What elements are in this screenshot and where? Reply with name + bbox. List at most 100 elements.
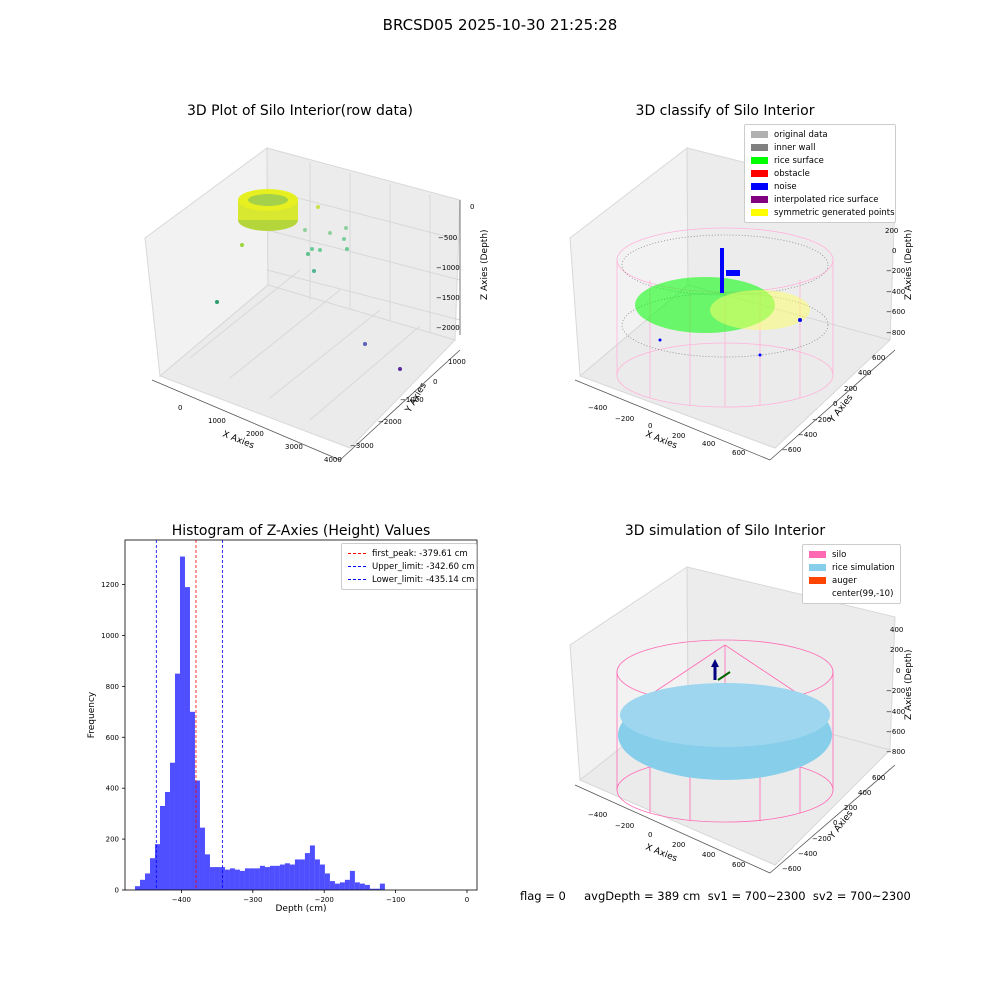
histogram-bar (304, 853, 310, 890)
histogram-bar (334, 883, 340, 890)
legend-label: rice simulation (832, 562, 895, 573)
histogram-bar (289, 864, 295, 890)
p1-xtick: 3000 (285, 443, 303, 451)
histogram-bar (214, 867, 220, 890)
histogram-bar (314, 859, 320, 890)
legend-swatch (809, 551, 826, 558)
legend-item: first_peak: -379.61 cm (348, 547, 470, 560)
p1-ytick: −3000 (350, 442, 374, 450)
p2-ytick: −400 (798, 431, 817, 439)
legend-swatch (751, 209, 768, 216)
histogram-bar (344, 879, 350, 890)
legend-item: symmetric generated points (751, 206, 895, 219)
p2-zlabel: Z Axies (Depth) (904, 229, 914, 300)
p2-ytick: 0 (833, 400, 837, 408)
p2-ztick: −200 (886, 267, 905, 275)
panel1-3d-plot: 0 1000 2000 3000 4000 1000 0 −1000 −2000… (144, 147, 490, 464)
histogram-bar (259, 865, 265, 890)
p2-ztick: −600 (886, 308, 905, 316)
legend-label: Lower_limit: -435.14 cm (372, 574, 475, 585)
histogram-chart: −400 −300 −200 −100 0 020040060080010001200 … (87, 539, 478, 914)
p1-ytick: −1000 (400, 396, 424, 404)
p1-ytick: −2000 (378, 418, 402, 426)
histogram-bar (359, 883, 365, 890)
p2-ztick: −800 (886, 329, 905, 337)
histogram-bar (374, 888, 380, 890)
legend-line (348, 566, 366, 567)
p2-ytick: 400 (858, 369, 871, 377)
p4-ytick: 600 (872, 774, 885, 782)
p1-xtick: 2000 (246, 430, 264, 438)
histogram-bar (209, 867, 215, 890)
panel2-title: 3D classify of Silo Interior (635, 103, 815, 119)
legend-label: Upper_limit: -342.60 cm (372, 561, 475, 572)
histogram-bar (204, 854, 210, 890)
histogram-bar (179, 556, 185, 890)
legend-item: silo (809, 548, 894, 561)
histogram-bar (269, 865, 275, 890)
histogram-xlabel: Depth (cm) (275, 904, 326, 914)
histogram-bar (229, 868, 235, 890)
p4-ztick: 0 (896, 667, 900, 675)
panel2-rice-surface (635, 277, 810, 333)
legend-line (348, 579, 366, 580)
p4-ztick: −600 (886, 728, 905, 736)
histogram-xtick-label: −400 (172, 896, 191, 904)
legend-item: interpolated rice surface (751, 193, 889, 206)
histogram-bar (329, 881, 335, 890)
histogram-bar (134, 886, 140, 890)
p2-xtick: 200 (672, 432, 685, 440)
p4-ytick: −400 (798, 850, 817, 858)
legend-swatch (751, 183, 768, 190)
legend-line (348, 553, 366, 554)
histogram-bar (249, 868, 255, 890)
legend-swatch (809, 577, 826, 584)
histogram-ytick-label: 1200 (101, 581, 119, 589)
histogram-frame (124, 539, 478, 891)
histogram-bar (309, 845, 315, 890)
histogram-bar (319, 864, 325, 890)
histogram-bar (219, 867, 225, 890)
p1-ztick: 0 (470, 203, 474, 211)
p1-ztick: −2000 (436, 324, 460, 332)
panel1-title: 3D Plot of Silo Interior(row data) (186, 103, 414, 119)
panel4-legend: silo rice simulation auger center(99,-10… (802, 544, 901, 604)
histogram-bar (284, 863, 290, 890)
p4-xtick: −400 (588, 811, 607, 819)
histogram-ylabel: Frequency (87, 691, 97, 738)
legend-item: inner wall (751, 141, 889, 154)
legend-label: symmetric generated points (774, 207, 895, 218)
histogram-ytick-label: 200 (106, 836, 119, 844)
p4-ytick: 400 (858, 789, 871, 797)
panel2-noise (658, 248, 802, 357)
histogram-bar (279, 864, 285, 890)
p4-xtick: 400 (702, 851, 715, 859)
histogram-bar (244, 868, 250, 890)
histogram-bar (264, 867, 270, 890)
p2-ztick: 0 (892, 247, 896, 255)
p1-ztick: −1000 (436, 264, 460, 272)
histogram-bar (139, 879, 145, 890)
legend-swatch (751, 170, 768, 177)
p1-ztick: −500 (438, 234, 457, 242)
histogram-ytick-label: 600 (106, 734, 119, 742)
p1-ztick: −1500 (436, 294, 460, 302)
histogram-xtick-label: −200 (315, 896, 334, 904)
histogram-bar (294, 859, 300, 890)
panel4-3d-plot: −400 −200 0 200 400 600 600 400 200 0 −2… (569, 566, 914, 874)
histogram-bar (199, 827, 205, 890)
legend-label: noise (774, 181, 797, 192)
legend-item: center(99,-10) (809, 587, 894, 600)
legend-label: rice surface (774, 155, 824, 166)
legend-swatch (809, 590, 826, 597)
legend-label: inner wall (774, 142, 816, 153)
histogram-bar (184, 587, 190, 890)
histogram-bar (169, 762, 175, 890)
histogram-xtick-label: −300 (243, 896, 262, 904)
histogram-ytick-label: 800 (106, 683, 119, 691)
histogram-bar (174, 673, 180, 890)
histogram-bar (299, 859, 305, 890)
legend-item: auger (809, 574, 894, 587)
p4-ylabel: Y Axies (827, 809, 856, 842)
histogram-bar (254, 868, 260, 890)
